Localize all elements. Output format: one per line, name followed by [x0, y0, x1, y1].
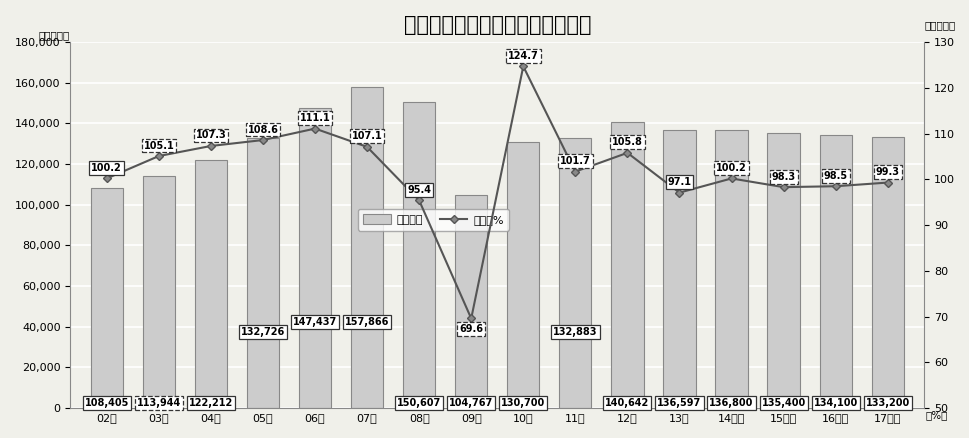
Bar: [195, 159, 227, 408]
Text: 69.6: 69.6: [458, 324, 483, 334]
Bar: [507, 142, 539, 408]
Text: 101.7: 101.7: [559, 156, 590, 166]
Text: 140,642: 140,642: [605, 398, 649, 408]
Text: 97.1: 97.1: [667, 177, 691, 187]
Text: 95.4: 95.4: [407, 185, 430, 195]
Text: 104,767: 104,767: [449, 398, 493, 408]
Bar: [871, 137, 903, 408]
Bar: [766, 133, 798, 408]
Text: 99.3: 99.3: [875, 167, 899, 177]
Text: 157,866: 157,866: [345, 317, 389, 327]
Title: ゴムホース出荷金額の年次別推移: ゴムホース出荷金額の年次別推移: [403, 15, 590, 35]
Text: 111.1: 111.1: [299, 113, 330, 123]
Bar: [454, 195, 486, 408]
Bar: [558, 138, 591, 408]
Text: 98.3: 98.3: [770, 172, 795, 182]
Text: 134,100: 134,100: [813, 398, 857, 408]
Text: 113,944: 113,944: [137, 398, 181, 408]
Text: （百万円）: （百万円）: [38, 30, 70, 40]
Text: 150,607: 150,607: [396, 398, 441, 408]
Bar: [715, 130, 747, 408]
Text: 105.8: 105.8: [611, 138, 642, 147]
Bar: [351, 87, 383, 408]
Bar: [819, 135, 851, 408]
Text: 136,800: 136,800: [708, 398, 753, 408]
Text: 98.5: 98.5: [823, 171, 847, 181]
Bar: [610, 122, 642, 408]
Bar: [663, 131, 695, 408]
Text: 136,597: 136,597: [657, 398, 701, 408]
Text: 108,405: 108,405: [84, 398, 129, 408]
Text: 132,883: 132,883: [552, 327, 597, 337]
Text: 経産省統計: 経産省統計: [923, 20, 954, 30]
Text: 107.3: 107.3: [196, 131, 226, 141]
Text: 130,700: 130,700: [501, 398, 545, 408]
Text: （%）: （%）: [924, 410, 947, 420]
Text: 147,437: 147,437: [293, 317, 337, 327]
Bar: [246, 138, 279, 408]
Text: 122,212: 122,212: [189, 398, 233, 408]
Bar: [402, 102, 435, 408]
Text: 132,726: 132,726: [240, 327, 285, 337]
Legend: 出荷金額, 前年比%: 出荷金額, 前年比%: [358, 209, 509, 231]
Bar: [90, 188, 123, 408]
Text: 107.1: 107.1: [352, 131, 382, 141]
Text: 108.6: 108.6: [247, 124, 278, 134]
Text: 100.2: 100.2: [715, 163, 746, 173]
Text: 124.7: 124.7: [508, 51, 538, 61]
Text: 100.2: 100.2: [91, 163, 122, 173]
Bar: [298, 108, 330, 408]
Bar: [142, 177, 174, 408]
Text: 133,200: 133,200: [864, 398, 909, 408]
Text: 135,400: 135,400: [761, 398, 805, 408]
Text: 105.1: 105.1: [143, 141, 174, 151]
